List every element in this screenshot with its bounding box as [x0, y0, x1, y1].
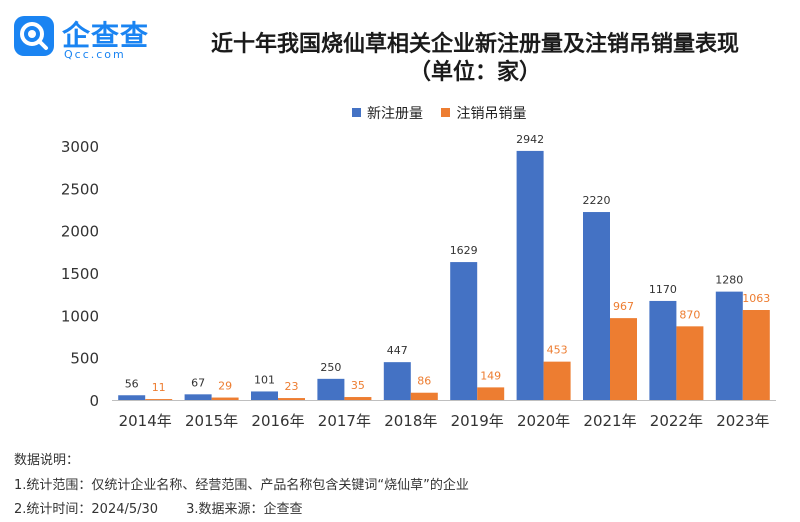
- data-label: 23: [285, 380, 299, 393]
- bar: [676, 326, 704, 400]
- data-label: 11: [152, 381, 166, 394]
- x-tick-label: 2017年: [318, 412, 371, 430]
- bar: [278, 398, 305, 400]
- bar: [715, 291, 743, 400]
- bar: [184, 394, 212, 400]
- chart-legend: 新注册量 注销吊销量: [352, 103, 540, 123]
- bar: [145, 399, 173, 400]
- brand-name: 企查查: [62, 19, 150, 52]
- notes-source: 3.数据来源：企查查: [186, 502, 303, 517]
- notes-time: 2.统计时间：2024/5/30: [14, 502, 159, 517]
- y-tick-label: 2000: [61, 223, 99, 241]
- bar: [251, 391, 278, 400]
- data-label: 1280: [715, 274, 743, 287]
- x-tick-label: 2021年: [583, 412, 636, 430]
- x-tick-label: 2016年: [251, 412, 304, 430]
- bar: [118, 395, 146, 400]
- legend-item-new-registrations: 新注册量: [352, 103, 423, 123]
- legend-label-new-registrations: 新注册量: [367, 106, 423, 122]
- bar: [649, 300, 677, 400]
- bar: [516, 150, 544, 400]
- data-label: 2220: [583, 194, 611, 207]
- data-label: 1063: [742, 292, 770, 305]
- data-label: 56: [125, 377, 139, 390]
- legend-item-cancellations: 注销吊销量: [441, 103, 526, 123]
- bar: [211, 397, 239, 400]
- legend-swatch-new-registrations: [352, 108, 361, 117]
- x-tick-label: 2020年: [517, 412, 570, 430]
- bar: [383, 362, 411, 400]
- chart-title: 近十年我国烧仙草相关企业新注册量及注销吊销量表现: [210, 32, 739, 57]
- data-label: 453: [547, 344, 568, 357]
- bar: [344, 397, 372, 400]
- x-tick-label: 2015年: [185, 412, 238, 430]
- brand-logo-mark: [14, 16, 54, 56]
- brand-domain: Qcc.com: [64, 48, 126, 61]
- x-tick-label: 2018年: [384, 412, 437, 430]
- legend-label-cancellations: 注销吊销量: [456, 106, 527, 122]
- data-label: 2942: [516, 133, 544, 146]
- y-tick-label: 500: [70, 350, 99, 368]
- y-tick-label: 1000: [61, 307, 99, 325]
- bar: [477, 387, 505, 400]
- x-tick-label: 2022年: [650, 412, 703, 430]
- data-label: 35: [351, 379, 365, 392]
- y-tick-label: 3000: [61, 138, 99, 156]
- notes-scope: 1.统计范围：仅统计企业名称、经营范围、产品名称包含关键词“烧仙草”的企业: [14, 478, 469, 493]
- bar: [450, 262, 478, 400]
- legend-swatch-cancellations: [441, 108, 451, 117]
- x-tick-label: 2019年: [451, 412, 504, 430]
- x-tick-label: 2014年: [119, 412, 172, 430]
- notes-heading: 数据说明：: [14, 453, 80, 468]
- bar: [583, 212, 610, 400]
- data-label: 101: [254, 373, 275, 386]
- bar-chart: 0 500 1000 1500 2000 2500 3000 2014年 56 11 2015年 67…: [61, 133, 776, 430]
- bar: [543, 361, 571, 400]
- data-label: 86: [417, 375, 431, 388]
- bar: [742, 309, 770, 400]
- y-tick-label: 2500: [61, 180, 99, 198]
- data-label: 149: [480, 369, 501, 382]
- data-label: 1629: [450, 244, 478, 257]
- data-label: 967: [613, 300, 634, 313]
- y-tick-label: 0: [89, 392, 99, 410]
- y-tick-label: 1500: [61, 265, 99, 283]
- data-label: 1170: [649, 283, 677, 296]
- brand-logo: 企查查 Qcc.com: [8, 12, 148, 64]
- data-label: 250: [320, 361, 341, 374]
- notes-time-source: 2.统计时间：2024/5/30 3.数据来源：企查查: [14, 498, 302, 517]
- data-label: 870: [679, 308, 700, 321]
- magnifier-icon: [20, 22, 48, 50]
- data-label: 29: [218, 380, 232, 393]
- bar: [317, 378, 345, 400]
- data-label: 67: [191, 376, 205, 389]
- bar: [610, 318, 637, 400]
- data-label: 447: [387, 344, 408, 357]
- x-tick-label: 2023年: [716, 412, 769, 430]
- bar: [410, 392, 438, 400]
- chart-title-unit: （单位：家）: [408, 60, 541, 85]
